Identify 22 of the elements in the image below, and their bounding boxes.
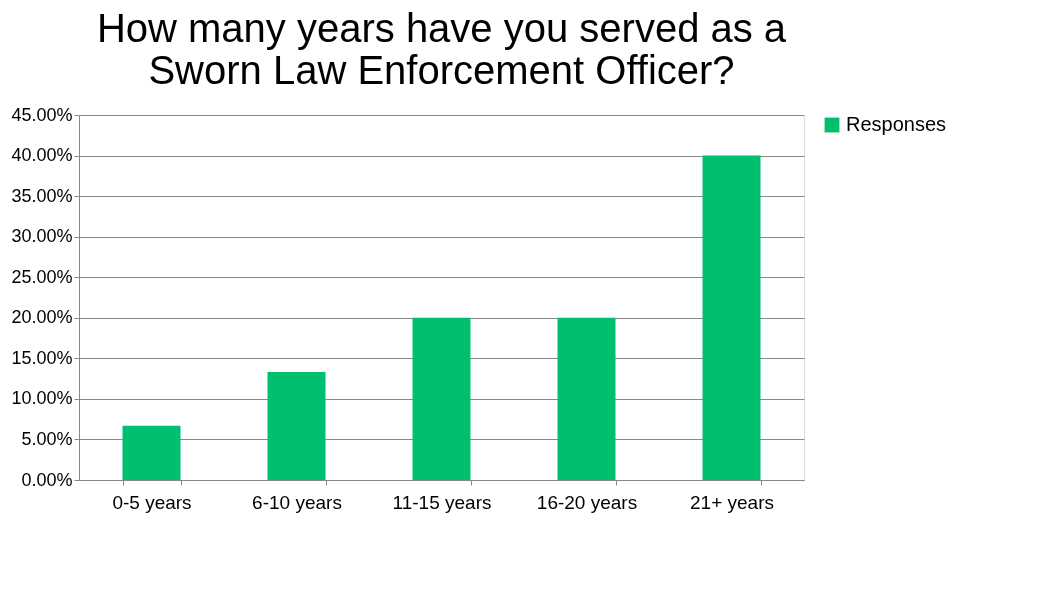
x-tick-label: 0-5 years <box>112 491 192 513</box>
x-tick-label: 11-15 years <box>392 491 492 513</box>
x-tick-label: 6-10 years <box>252 491 342 513</box>
bar <box>267 372 326 480</box>
y-tick-label: 40.00% <box>11 145 73 166</box>
chart-title: How many years have you served as a Sworn Law Enforcement Officer? <box>96 6 787 92</box>
bar <box>557 317 616 480</box>
bar <box>702 155 761 480</box>
bar <box>122 425 181 480</box>
y-tick-label: 30.00% <box>11 226 73 247</box>
y-tick-label: 35.00% <box>11 185 73 206</box>
y-tick-label: 0.00% <box>21 469 73 490</box>
y-tick-label: 15.00% <box>11 347 73 368</box>
bar <box>412 317 471 480</box>
x-tick-label: 21+ years <box>690 491 774 513</box>
legend-label: Responses <box>846 113 947 135</box>
y-tick-label: 45.00% <box>11 104 73 125</box>
y-tick-label: 5.00% <box>21 428 73 449</box>
y-tick-label: 20.00% <box>11 307 73 328</box>
y-tick-label: 10.00% <box>11 388 73 409</box>
y-tick-label: 25.00% <box>11 266 73 287</box>
x-tick-label: 16-20 years <box>536 491 638 513</box>
